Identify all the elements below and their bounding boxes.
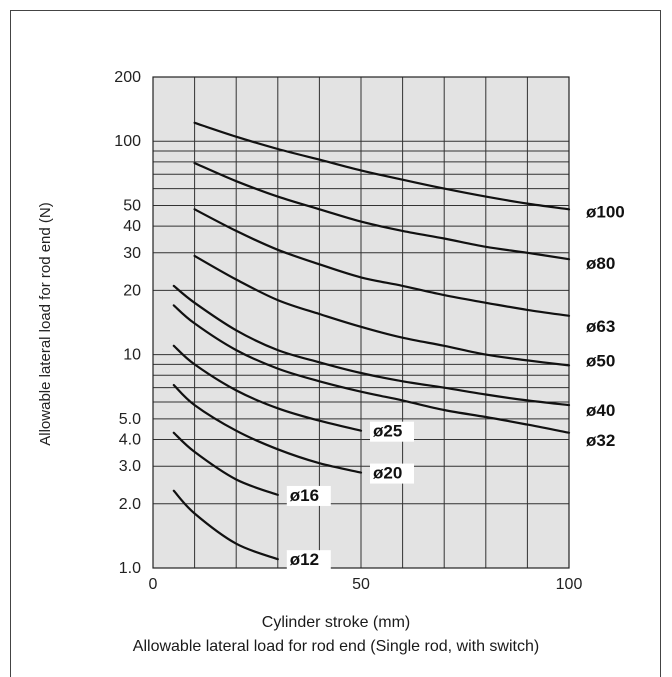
x-tick-label: 100: [556, 576, 583, 593]
y-tick-label: 4.0: [119, 432, 141, 449]
series-label: ø100: [586, 202, 625, 221]
y-tick-label: 100: [114, 133, 141, 150]
y-tick-label: 5.0: [119, 411, 141, 428]
y-tick-label: 3.0: [119, 458, 141, 475]
series-line: [172, 489, 279, 561]
chart-caption: Allowable lateral load for rod end (Sing…: [132, 638, 540, 655]
series-label-bg: [286, 485, 331, 506]
series-label: ø40: [586, 401, 615, 420]
series-label: ø20: [373, 464, 402, 483]
y-tick-label: 30: [123, 245, 141, 262]
y-tick-label: 20: [123, 282, 141, 299]
series-label: ø12: [290, 550, 319, 569]
y-tick-label: 200: [114, 69, 141, 86]
y-axis-label: Allowable lateral load for rod end (N): [37, 202, 54, 445]
y-tick-label: 1.0: [119, 560, 141, 577]
series-line: [172, 344, 363, 432]
series-line: [193, 121, 571, 211]
y-tick-label: 2.0: [119, 496, 141, 513]
series-line: [193, 162, 571, 261]
series-line: [193, 254, 571, 367]
series-line: [172, 304, 571, 434]
y-tick-label: 40: [123, 218, 141, 235]
series-label: ø80: [586, 254, 615, 273]
series-label: ø25: [373, 422, 402, 441]
figure-frame: [10, 10, 661, 677]
series-line: [172, 431, 279, 496]
series-label: ø16: [290, 486, 319, 505]
x-axis-label: Cylinder stroke (mm): [261, 614, 411, 631]
series-label-bg: [370, 421, 414, 442]
series-line: [172, 284, 571, 407]
series-label: ø50: [586, 351, 615, 370]
y-tick-label: 10: [123, 347, 141, 364]
series-label: ø32: [586, 431, 615, 450]
y-tick-label: 50: [123, 197, 141, 214]
series-label-bg: [370, 463, 414, 484]
x-tick-label: 50: [352, 576, 370, 593]
series-label: ø63: [586, 317, 615, 336]
plot-border: [152, 76, 570, 569]
series-label-bg: [286, 550, 331, 571]
series-line: [193, 208, 571, 317]
x-tick-label: 0: [149, 576, 158, 593]
series-line: [172, 384, 363, 474]
